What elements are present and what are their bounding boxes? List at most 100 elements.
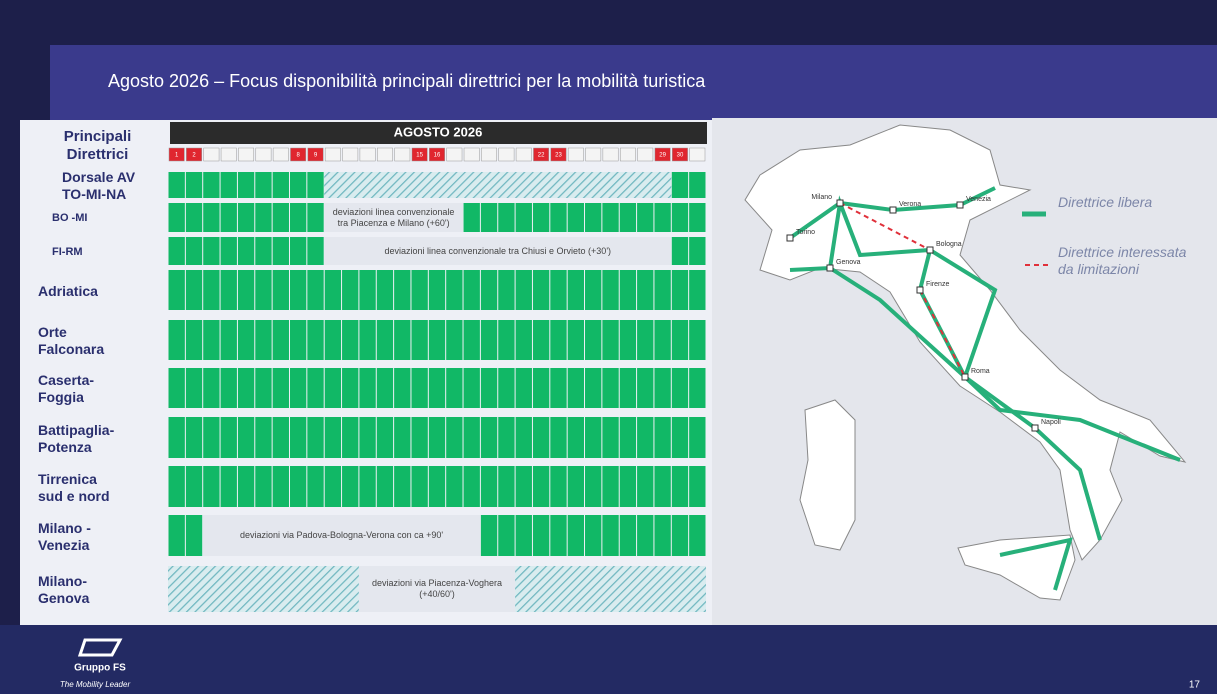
free-cell xyxy=(359,368,376,408)
note-bg xyxy=(202,515,481,556)
free-cell xyxy=(619,515,637,556)
free-cell xyxy=(376,417,394,458)
free-cell xyxy=(272,270,289,310)
free-cell xyxy=(585,417,602,458)
row-label-box: Tirrenica sud e nord xyxy=(38,471,110,504)
free-cell xyxy=(463,203,480,232)
day-cell xyxy=(654,147,671,162)
day-cell xyxy=(220,147,237,162)
free-cell xyxy=(602,368,619,408)
free-cell xyxy=(585,320,602,360)
free-cell xyxy=(428,417,446,458)
free-cell xyxy=(289,172,307,198)
free-cell xyxy=(498,515,515,556)
free-cell xyxy=(689,417,706,458)
free-cell xyxy=(498,417,515,458)
city-label: Roma xyxy=(971,368,990,375)
free-cell xyxy=(637,368,654,408)
free-cell xyxy=(585,368,602,408)
free-cell xyxy=(446,417,463,458)
line-limited xyxy=(839,202,931,251)
free-cell xyxy=(428,466,446,507)
day-label: 16 xyxy=(434,153,441,159)
free-cell xyxy=(168,237,185,265)
free-cell xyxy=(637,466,654,507)
free-cell xyxy=(532,417,550,458)
row-label-box: Milano-Genova xyxy=(38,573,90,606)
free-cell xyxy=(671,320,689,360)
free-cell xyxy=(220,270,237,310)
day-cell xyxy=(272,147,289,162)
free-cell xyxy=(376,270,394,310)
free-cell xyxy=(185,270,203,310)
logo xyxy=(77,638,123,657)
day-cell xyxy=(168,147,185,162)
free-cell xyxy=(654,203,671,232)
free-cell xyxy=(654,320,671,360)
free-cell xyxy=(550,368,567,408)
note-bg xyxy=(358,566,516,612)
free-cell xyxy=(272,172,289,198)
free-cell xyxy=(567,417,585,458)
city-marker xyxy=(889,206,897,214)
day-label: 29 xyxy=(659,153,666,159)
free-cell xyxy=(272,417,289,458)
free-cell xyxy=(203,466,220,507)
free-cell xyxy=(550,270,567,310)
free-cell xyxy=(654,270,671,310)
free-cell xyxy=(567,515,585,556)
free-cell xyxy=(185,172,203,198)
free-cell xyxy=(255,237,272,265)
free-cell xyxy=(289,203,307,232)
free-cell xyxy=(185,417,203,458)
day-cell xyxy=(567,147,584,162)
free-cell xyxy=(550,203,567,232)
note-box: deviazioni linea convenzionale tra Chius… xyxy=(384,246,611,256)
free-cell xyxy=(619,417,637,458)
free-cell xyxy=(272,237,289,265)
day-label: 15 xyxy=(416,153,423,159)
free-cell xyxy=(203,203,220,232)
free-cell xyxy=(515,203,532,232)
free-cell xyxy=(515,320,532,360)
free-cell xyxy=(307,237,324,265)
limited-span xyxy=(168,566,359,612)
free-cell xyxy=(463,417,480,458)
free-cell xyxy=(272,466,289,507)
free-cell xyxy=(532,203,550,232)
free-cell xyxy=(463,368,480,408)
free-cell xyxy=(289,237,307,265)
city-marker xyxy=(956,201,964,209)
italy-outline xyxy=(744,124,1187,561)
free-cell xyxy=(619,270,637,310)
day-cell xyxy=(498,147,515,162)
row-label: Milano-Genova xyxy=(38,573,90,606)
free-cell xyxy=(619,203,637,232)
free-cell xyxy=(480,203,498,232)
free-cell xyxy=(463,466,480,507)
city-marker xyxy=(916,286,924,294)
free-cell xyxy=(324,368,342,408)
city-marker xyxy=(961,373,969,381)
footer-bar xyxy=(0,625,1217,694)
free-cell xyxy=(289,270,307,310)
free-cell xyxy=(220,172,237,198)
limited-span xyxy=(515,566,706,612)
free-cell xyxy=(654,515,671,556)
free-cell xyxy=(602,270,619,310)
day-cell xyxy=(429,147,445,162)
day-cell xyxy=(238,147,255,162)
free-cell xyxy=(602,203,619,232)
free-cell xyxy=(203,172,220,198)
free-cell xyxy=(654,368,671,408)
legend-label: Direttrice interessata da limitazioni xyxy=(1058,244,1187,277)
free-cell xyxy=(237,368,255,408)
day-cell xyxy=(446,147,463,162)
free-cell xyxy=(255,368,272,408)
free-cell xyxy=(411,270,428,310)
free-cell xyxy=(307,172,324,198)
free-cell xyxy=(376,368,394,408)
free-cell xyxy=(619,320,637,360)
row-label: Orte Falconara xyxy=(38,324,105,357)
